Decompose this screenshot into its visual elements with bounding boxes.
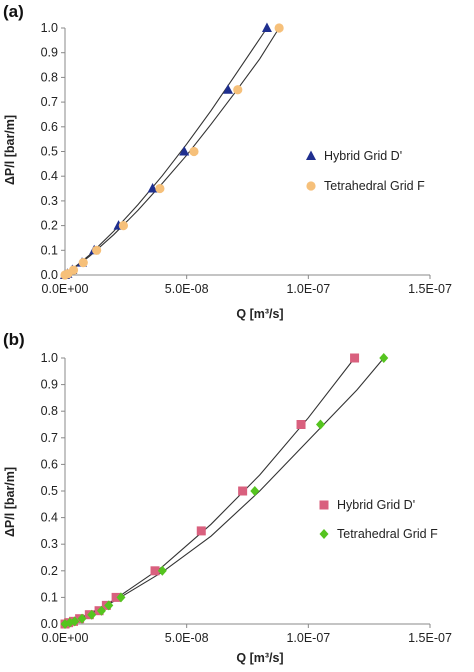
legend-symbol-circle <box>306 181 316 191</box>
x-axis-title-b: Q [m³/s] <box>236 651 283 665</box>
panel-label-b: (b) <box>3 330 25 349</box>
legend-marker-circle <box>306 181 316 191</box>
fit-curve-2 <box>64 27 280 276</box>
chart-panel-a: (a) ΔP/l [bar/m] Q [m³/s] 0.00.10.20.30.… <box>3 2 452 321</box>
data-point-hybrid-grid <box>238 486 248 496</box>
legend-marker-square <box>319 500 329 510</box>
y-tick-label: 0.1 <box>41 590 58 604</box>
data-point-tetrahedral-grid <box>155 183 165 194</box>
x-tick-label: 1.0E-07 <box>286 631 330 645</box>
data-point-hybrid-grid <box>111 592 121 602</box>
y-tick-label: 0.3 <box>41 537 58 551</box>
data-point-hybrid-grid <box>296 420 306 429</box>
legend-label-hybrid-grid: Hybrid Grid D' <box>337 498 415 512</box>
y-tick-label: 0.7 <box>41 95 58 109</box>
data-point-tetrahedral-grid <box>379 353 389 363</box>
x-axis-title-a: Q [m³/s] <box>236 307 283 321</box>
plot-area-b: 0.0 0.1 0.2 0.3 0.4 0.5 0.6 0.7 0.8 0.9 1.0 0.0E+00… <box>41 351 452 645</box>
legend-marker-triangle <box>306 150 316 160</box>
legend-entry-hybrid-grid: Hybrid Grid D' <box>306 149 402 163</box>
data-point-tetrahedral-grid <box>97 605 106 616</box>
y-tick-label: 1.0 <box>41 21 58 35</box>
y-tick-label: 0.2 <box>41 219 58 233</box>
fit-curve-1 <box>64 357 356 625</box>
legend-entry-tetrahedral-grid: Tetrahedral Grid F <box>306 179 425 193</box>
x-tick-label: 1.0E-07 <box>286 282 330 296</box>
data-point-hybrid-grid <box>350 353 360 363</box>
legend-a: Hybrid Grid D' Tetrahedral Grid F <box>306 149 425 193</box>
data-point-tetrahedral-grid <box>157 565 167 576</box>
legend-entry-hybrid-grid: Hybrid Grid D' <box>319 498 415 512</box>
legend-marker-diamond <box>319 529 329 539</box>
y-tick-label: 0.9 <box>41 378 58 392</box>
y-tick-label: 0.0 <box>41 268 58 282</box>
y-tick-label: 0.0 <box>41 617 58 631</box>
data-point-tetrahedral-grid <box>233 85 243 95</box>
y-tick-label: 0.2 <box>41 564 58 578</box>
data-point-hybrid-grid <box>179 146 190 156</box>
x-tick-label: 0.0E+00 <box>42 631 89 645</box>
legend-label-tetrahedral-grid: Tetrahedral Grid F <box>324 179 425 193</box>
y-tick-label: 0.8 <box>41 404 58 418</box>
legend-symbol-square <box>319 500 329 510</box>
data-point-hybrid-grid <box>261 22 272 32</box>
data-point-hybrid-grid <box>196 526 206 536</box>
y-tick-label: 0.5 <box>41 484 58 498</box>
data-point-tetrahedral-grid <box>78 258 88 268</box>
y-tick-label: 0.8 <box>41 70 58 84</box>
x-tick-label: 1.5E-07 <box>408 282 452 296</box>
data-point-tetrahedral-grid <box>316 419 325 430</box>
fit-curve-1 <box>64 27 268 276</box>
y-tick-label: 0.6 <box>41 457 58 471</box>
y-tick-label: 0.3 <box>41 194 58 208</box>
data-point-tetrahedral-grid <box>68 265 79 275</box>
panel-label-a: (a) <box>3 2 24 21</box>
data-point-tetrahedral-grid <box>274 23 284 33</box>
y-tick-label: 0.5 <box>41 145 58 159</box>
data-point-tetrahedral-grid <box>92 245 102 255</box>
data-point-tetrahedral-grid <box>104 600 114 611</box>
legend-symbol-diamond <box>319 529 329 539</box>
chart-panel-b: (b) ΔP/l [bar/m] Q [m³/s] 0.00.10.20.30.… <box>3 330 452 665</box>
data-point-tetrahedral-grid <box>87 609 97 620</box>
x-tick-label: 1.5E-07 <box>408 631 452 645</box>
legend-entry-tetrahedral-grid: Tetrahedral Grid F <box>319 527 438 541</box>
data-point-hybrid-grid <box>150 566 160 576</box>
data-point-hybrid-grid <box>223 84 234 94</box>
plot-area-a: 0.0 0.1 0.2 0.3 0.4 0.5 0.6 0.7 0.8 0.9 1.0 0.0E+00… <box>41 21 452 296</box>
data-point-tetrahedral-grid <box>250 486 260 496</box>
legend-label-hybrid-grid: Hybrid Grid D' <box>324 149 402 163</box>
legend-label-tetrahedral-grid: Tetrahedral Grid F <box>337 527 438 541</box>
data-point-tetrahedral-grid <box>118 221 128 231</box>
legend-symbol-triangle <box>306 150 316 160</box>
data-point-tetrahedral-grid <box>116 592 126 603</box>
y-tick-label: 1.0 <box>41 351 58 365</box>
data-point-tetrahedral-grid <box>70 616 80 627</box>
data-point-tetrahedral-grid <box>77 613 87 624</box>
y-tick-label: 0.4 <box>41 169 58 183</box>
y-tick-label: 0.9 <box>41 46 58 60</box>
legend-b: Hybrid Grid D' Tetrahedral Grid F <box>319 498 438 541</box>
x-tick-label: 5.0E-08 <box>165 282 209 296</box>
x-tick-label: 0.0E+00 <box>42 282 89 296</box>
y-tick-label: 0.1 <box>41 243 58 257</box>
y-axis-title-a: ΔP/l [bar/m] <box>3 115 17 185</box>
fit-curve-2 <box>64 357 385 625</box>
y-tick-label: 0.6 <box>41 120 58 134</box>
y-tick-label: 0.7 <box>41 431 58 445</box>
data-point-hybrid-grid <box>147 183 158 193</box>
y-axis-title-b: ΔP/l [bar/m] <box>3 467 17 537</box>
data-point-tetrahedral-grid <box>189 146 199 157</box>
x-tick-label: 5.0E-08 <box>165 631 209 645</box>
y-tick-label: 0.4 <box>41 511 58 525</box>
